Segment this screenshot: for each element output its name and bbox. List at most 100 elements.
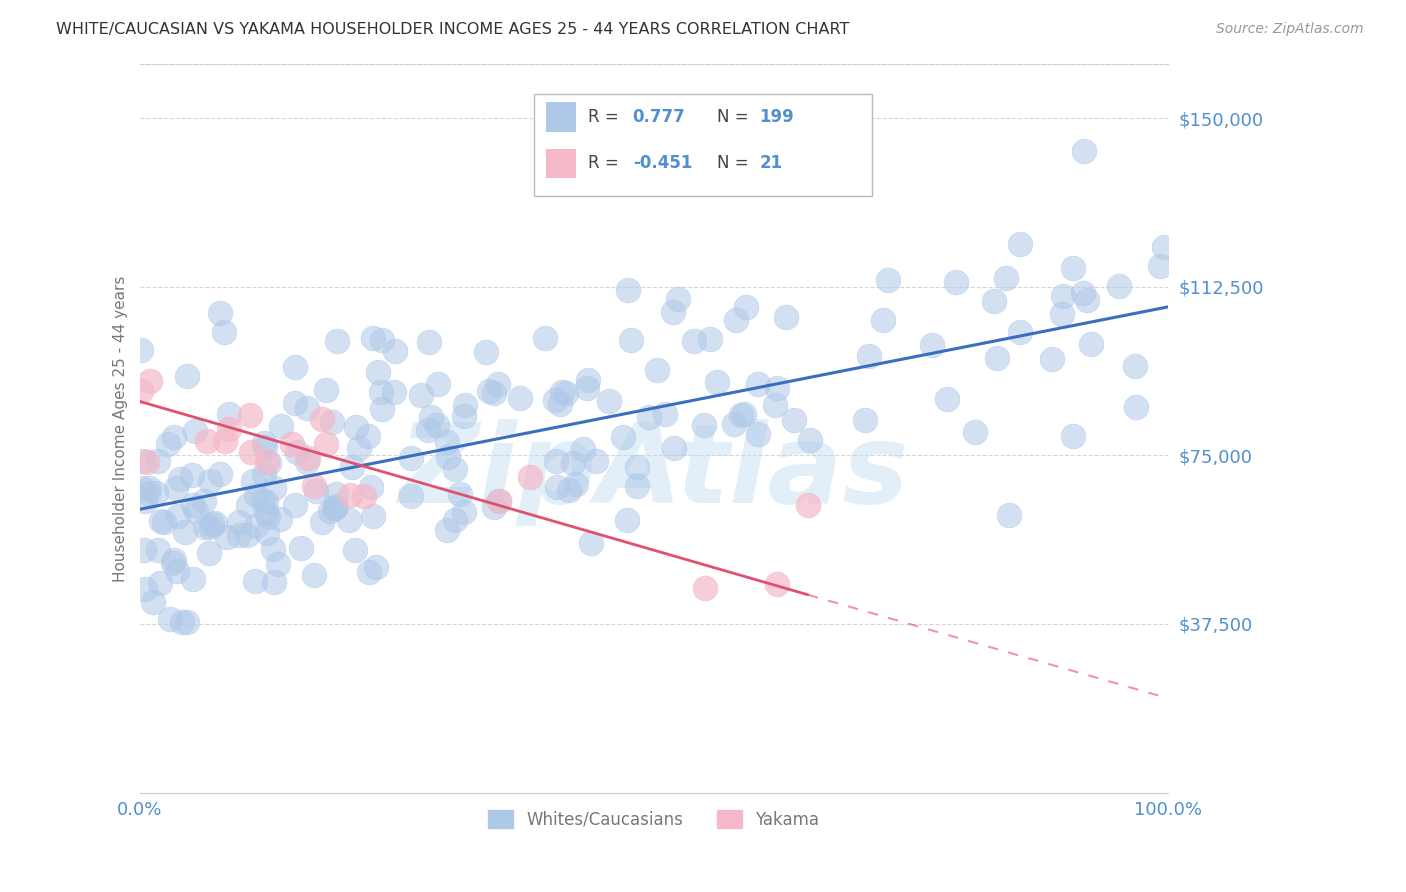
Point <box>654 407 676 421</box>
Point <box>198 545 221 559</box>
Text: WHITE/CAUCASIAN VS YAKAMA HOUSEHOLDER INCOME AGES 25 - 44 YEARS CORRELATION CHAR: WHITE/CAUCASIAN VS YAKAMA HOUSEHOLDER IN… <box>56 22 849 37</box>
Point <box>136 486 159 500</box>
Point <box>585 453 607 467</box>
Point <box>228 516 250 530</box>
Point <box>1076 293 1098 307</box>
Point <box>1040 351 1063 366</box>
Text: 0.777: 0.777 <box>633 108 686 126</box>
Point <box>411 388 433 402</box>
Point <box>693 581 716 595</box>
Y-axis label: Householder Income Ages 25 - 44 years: Householder Income Ages 25 - 44 years <box>114 275 128 582</box>
Point <box>253 467 276 481</box>
Text: Source: ZipAtlas.com: Source: ZipAtlas.com <box>1216 22 1364 37</box>
Point <box>239 408 262 422</box>
Point <box>325 499 347 513</box>
Point <box>561 456 583 470</box>
Point <box>344 420 367 434</box>
Point <box>326 334 349 349</box>
Text: R =: R = <box>588 108 624 126</box>
Point <box>1062 260 1084 275</box>
Point <box>363 508 385 523</box>
Point <box>426 377 449 392</box>
Point <box>357 428 380 442</box>
Point <box>370 402 392 417</box>
Point <box>256 525 278 540</box>
Point <box>311 411 333 425</box>
Point <box>1062 428 1084 442</box>
Point <box>626 479 648 493</box>
Point <box>384 343 406 358</box>
Point <box>735 301 758 315</box>
Point <box>214 325 236 339</box>
Point <box>557 483 579 498</box>
Point <box>208 467 231 482</box>
Point <box>166 564 188 578</box>
Point <box>159 612 181 626</box>
Point <box>142 595 165 609</box>
Point <box>252 494 274 508</box>
Point <box>1052 307 1074 321</box>
Point <box>747 426 769 441</box>
Point <box>437 450 460 465</box>
Point <box>1052 289 1074 303</box>
Point <box>235 528 257 542</box>
Point <box>1149 259 1171 273</box>
Point <box>194 519 217 533</box>
Point <box>544 393 567 408</box>
Point <box>245 488 267 502</box>
Point <box>254 494 277 508</box>
Point <box>733 407 755 421</box>
Point <box>132 454 155 468</box>
Point <box>645 363 668 377</box>
Point <box>325 487 347 501</box>
Point <box>699 332 721 346</box>
Point <box>662 441 685 455</box>
Point <box>129 343 152 358</box>
Point <box>534 330 557 344</box>
Point <box>454 398 477 412</box>
Point <box>311 515 333 529</box>
Point <box>766 576 789 591</box>
Point <box>198 474 221 488</box>
Point <box>360 481 382 495</box>
Point <box>198 519 221 533</box>
Point <box>148 542 170 557</box>
Point <box>343 543 366 558</box>
Point <box>138 481 160 495</box>
Point <box>436 523 458 537</box>
Point <box>218 407 240 421</box>
Point <box>1080 337 1102 351</box>
Point <box>544 454 567 468</box>
Point <box>1073 286 1095 301</box>
Point <box>163 553 186 567</box>
Point <box>257 510 280 524</box>
Point <box>546 480 568 494</box>
Point <box>416 424 439 438</box>
Point <box>321 415 343 429</box>
Point <box>302 568 325 582</box>
Point <box>195 434 218 449</box>
Point <box>134 543 156 558</box>
Point <box>775 310 797 324</box>
Point <box>858 349 880 363</box>
Point <box>245 574 267 588</box>
Point <box>162 556 184 570</box>
Point <box>799 433 821 447</box>
Point <box>626 460 648 475</box>
Point <box>295 401 318 416</box>
Point <box>131 481 153 495</box>
Point <box>134 494 156 508</box>
Point <box>270 418 292 433</box>
Point <box>763 398 786 412</box>
Point <box>662 305 685 319</box>
Point <box>149 514 172 528</box>
Point <box>217 530 239 544</box>
Point <box>682 334 704 349</box>
Text: N =: N = <box>717 108 754 126</box>
Point <box>359 565 381 579</box>
Point <box>315 383 337 397</box>
Point <box>284 498 307 512</box>
Point <box>488 493 510 508</box>
Point <box>228 528 250 542</box>
Point <box>183 572 205 586</box>
